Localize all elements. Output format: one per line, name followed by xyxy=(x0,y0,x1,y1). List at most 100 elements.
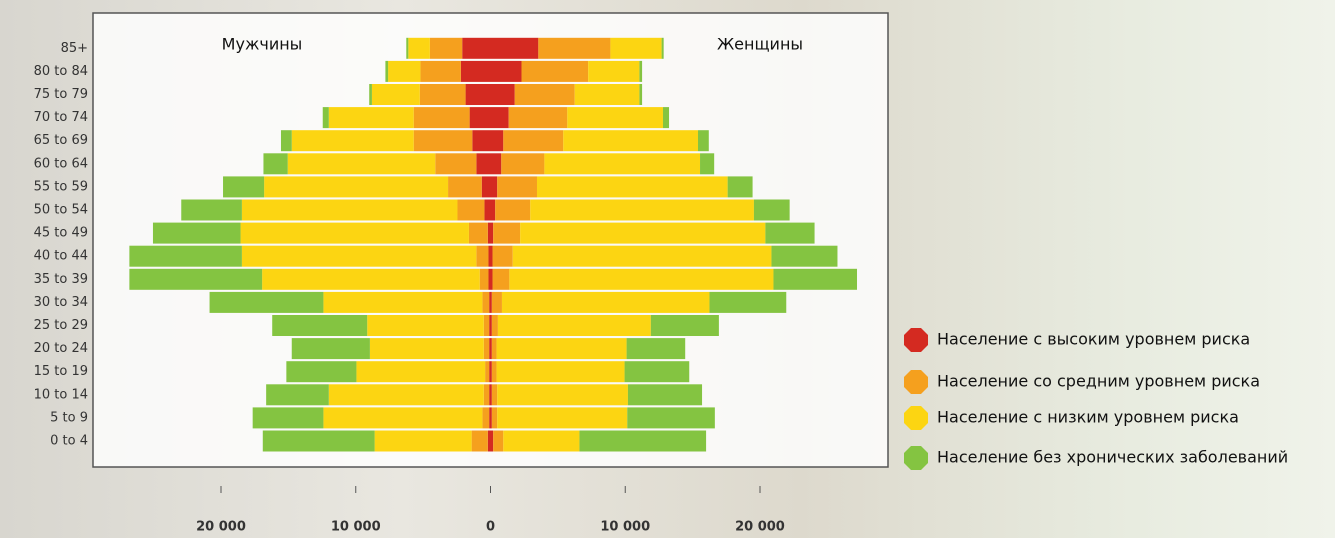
men-bar xyxy=(488,268,491,290)
women-bar xyxy=(709,291,787,313)
women-bar xyxy=(490,430,494,452)
men-bar xyxy=(272,315,368,336)
women-bar xyxy=(579,430,707,452)
women-bar xyxy=(490,60,522,82)
women-bar xyxy=(490,37,539,59)
men-bar xyxy=(476,245,489,267)
y-tick-label: 80 to 84 xyxy=(34,64,88,79)
y-tick-label: 10 to 14 xyxy=(34,387,88,402)
legend-label: Население без хронических заболеваний xyxy=(937,448,1288,467)
women-bar xyxy=(512,245,772,267)
women-bar xyxy=(497,407,628,429)
legend-label: Население с низким уровнем риска xyxy=(937,408,1239,427)
men-bar xyxy=(489,338,491,360)
men-bar xyxy=(413,107,470,129)
women-bar xyxy=(491,407,498,429)
women-bar xyxy=(497,384,628,406)
men-bar xyxy=(476,153,491,175)
women-bar xyxy=(495,199,531,221)
women-bar xyxy=(610,37,662,59)
women-bar xyxy=(491,384,498,406)
women-bar xyxy=(563,130,699,152)
men-bar xyxy=(369,84,372,105)
women-bar xyxy=(536,176,728,198)
men-bar xyxy=(385,60,389,82)
legend-marker xyxy=(904,370,928,394)
women-bar xyxy=(493,430,504,452)
men-bar xyxy=(328,107,414,129)
men-bar xyxy=(457,199,485,221)
men-bar xyxy=(472,130,491,152)
y-tick-label: 30 to 34 xyxy=(34,295,88,310)
men-bar xyxy=(469,107,491,129)
men-bar xyxy=(322,107,329,129)
men-bar xyxy=(388,60,421,82)
men-bar xyxy=(280,130,292,152)
men-bar xyxy=(483,338,490,360)
men-bar xyxy=(413,130,473,152)
legend-marker xyxy=(904,406,928,430)
women-bar xyxy=(490,407,492,429)
women-bar xyxy=(661,37,664,59)
women-bar xyxy=(501,153,545,175)
men-bar xyxy=(181,199,242,221)
men-bar xyxy=(419,84,466,105)
men-bar xyxy=(356,361,486,383)
women-bar xyxy=(639,60,643,82)
women-bar xyxy=(490,199,496,221)
women-bar xyxy=(588,60,640,82)
women-bar xyxy=(544,153,701,175)
women-bar xyxy=(496,338,627,360)
men-bar xyxy=(291,130,414,152)
men-label: Мужчины xyxy=(222,35,303,54)
women-bar xyxy=(490,176,498,198)
x-tick-label: 10 000 xyxy=(600,520,650,535)
women-bar xyxy=(514,84,575,105)
men-bar xyxy=(263,153,288,175)
men-bar xyxy=(323,291,483,313)
women-bar xyxy=(624,361,690,383)
x-tick-label: 0 xyxy=(486,520,495,535)
women-bar xyxy=(493,222,521,244)
women-bar xyxy=(626,338,686,360)
women-bar xyxy=(490,245,493,267)
y-tick-label: 45 to 49 xyxy=(34,226,88,241)
women-bar xyxy=(492,268,510,290)
women-bar xyxy=(490,384,492,406)
women-bar xyxy=(491,291,502,313)
women-bar xyxy=(627,384,703,406)
legend-marker xyxy=(904,328,928,352)
men-bar xyxy=(209,291,324,313)
women-bar xyxy=(574,84,640,105)
men-bar xyxy=(252,407,324,429)
men-bar xyxy=(429,37,463,59)
men-bar xyxy=(484,199,491,221)
women-bar xyxy=(765,222,815,244)
women-bar xyxy=(490,130,504,152)
men-bar xyxy=(369,338,484,360)
women-bar xyxy=(491,315,498,336)
women-bar xyxy=(639,84,643,105)
women-bar xyxy=(509,268,774,290)
y-tick-label: 15 to 19 xyxy=(34,364,88,379)
men-bar xyxy=(481,176,491,198)
y-tick-label: 65 to 69 xyxy=(34,133,88,148)
women-bar xyxy=(491,338,497,360)
men-bar xyxy=(287,153,436,175)
women-bar xyxy=(490,338,492,360)
men-bar xyxy=(241,199,458,221)
men-bar xyxy=(152,222,241,244)
women-bar xyxy=(650,315,719,336)
women-bar xyxy=(503,130,564,152)
men-bar xyxy=(448,176,482,198)
women-bar xyxy=(501,291,710,313)
y-tick-label: 70 to 74 xyxy=(34,110,88,125)
men-bar xyxy=(408,37,430,59)
men-bar xyxy=(406,37,409,59)
y-tick-label: 25 to 29 xyxy=(34,318,88,333)
women-bar xyxy=(496,361,625,383)
men-bar xyxy=(468,222,488,244)
women-bar xyxy=(508,107,568,129)
